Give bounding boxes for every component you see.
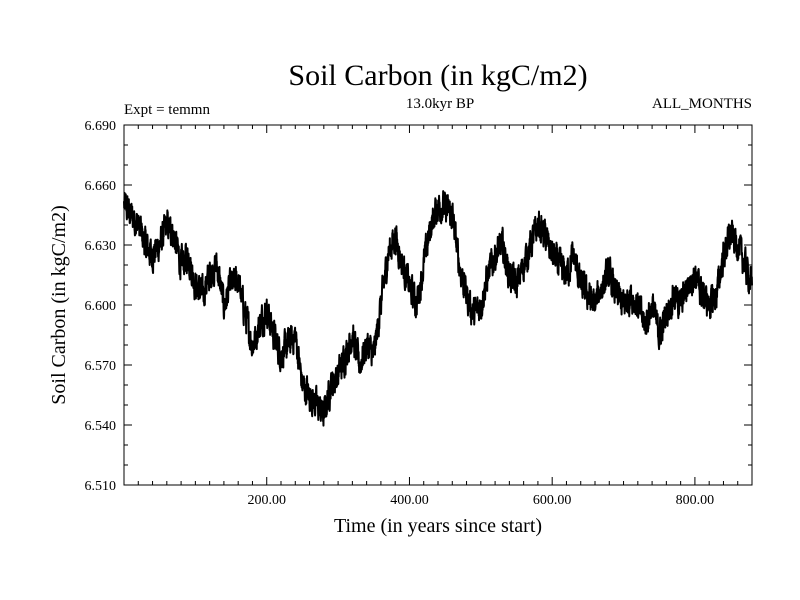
- y-tick-label: 6.690: [85, 119, 117, 134]
- axis-tick-labels: 6.510 6.540 6.570 6.600 6.630 6.660 6.690 200.0…: [85, 119, 715, 508]
- chart-subtitle-left: Expt = temmn: [124, 102, 210, 118]
- chart-subtitle-right: ALL_MONTHS: [652, 96, 752, 112]
- series-line-soil-carbon: [123, 190, 753, 427]
- x-tick-label: 200.00: [247, 493, 286, 508]
- chart-title: Soil Carbon (in kgC/m2): [288, 59, 587, 92]
- axis-ticks: [123, 124, 753, 486]
- x-tick-label: 400.00: [390, 493, 429, 508]
- y-tick-label: 6.660: [85, 179, 117, 194]
- y-tick-label: 6.510: [85, 479, 117, 494]
- plot-frame: [123, 124, 753, 486]
- y-axis-label: Soil Carbon (in kgC/m2): [48, 205, 70, 404]
- y-tick-label: 6.540: [85, 419, 117, 434]
- y-tick-label: 6.630: [85, 239, 117, 254]
- y-tick-label: 6.570: [85, 359, 117, 374]
- chart-subtitle-center: 13.0kyr BP: [406, 96, 474, 112]
- y-tick-label: 6.600: [85, 299, 117, 314]
- x-tick-label: 600.00: [533, 493, 572, 508]
- x-tick-label: 800.00: [676, 493, 715, 508]
- x-axis-label: Time (in years since start): [334, 515, 542, 537]
